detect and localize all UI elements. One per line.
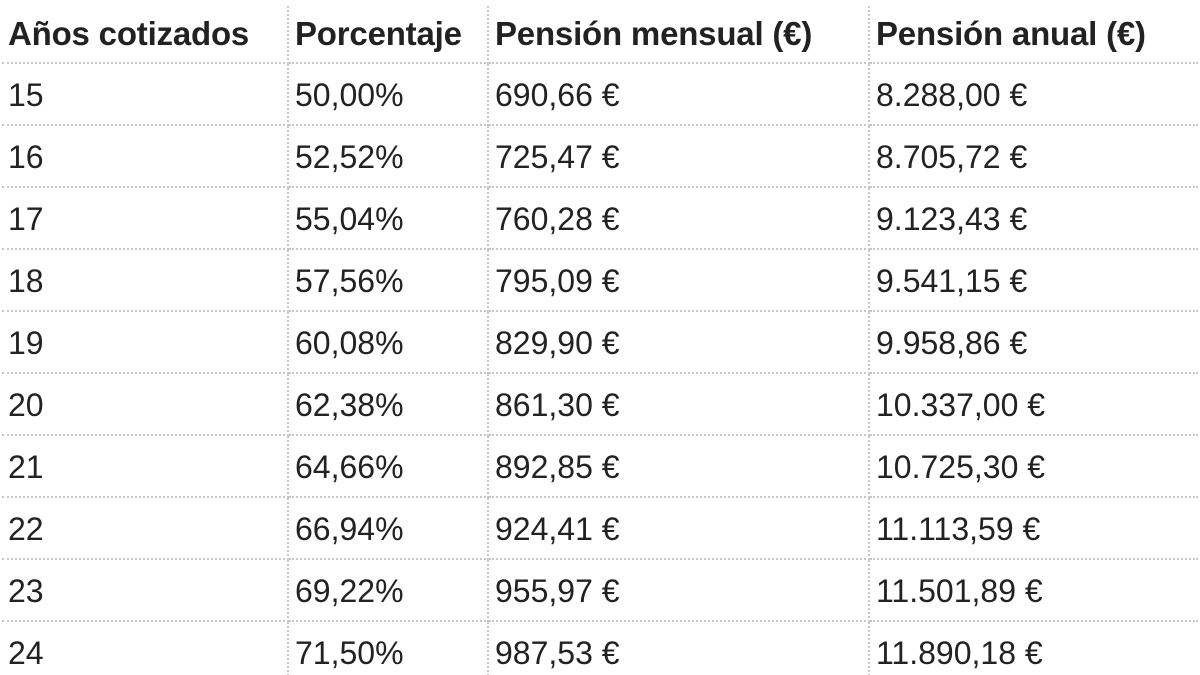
table-row: 16 52,52% 725,47 € 8.705,72 € bbox=[2, 124, 1198, 188]
cell-pension-mensual: 829,90 € bbox=[487, 310, 870, 374]
cell-anos: 15 bbox=[2, 62, 289, 126]
table-row: 20 62,38% 861,30 € 10.337,00 € bbox=[2, 372, 1198, 436]
column-header-pension-mensual: Pensión mensual (€) bbox=[487, 6, 870, 64]
cell-pension-anual: 10.337,00 € bbox=[868, 372, 1198, 436]
column-header-pension-anual: Pensión anual (€) bbox=[868, 6, 1198, 64]
cell-pension-mensual: 924,41 € bbox=[487, 496, 870, 560]
cell-anos: 21 bbox=[2, 434, 289, 498]
table-row: 23 69,22% 955,97 € 11.501,89 € bbox=[2, 558, 1198, 622]
cell-pension-anual: 11.501,89 € bbox=[868, 558, 1198, 622]
cell-pension-anual: 9.541,15 € bbox=[868, 248, 1198, 312]
table-row: 18 57,56% 795,09 € 9.541,15 € bbox=[2, 248, 1198, 312]
cell-pension-anual: 8.288,00 € bbox=[868, 62, 1198, 126]
table-row: 15 50,00% 690,66 € 8.288,00 € bbox=[2, 62, 1198, 126]
cell-pension-anual: 11.113,59 € bbox=[868, 496, 1198, 560]
cell-porcentaje: 71,50% bbox=[287, 620, 489, 675]
cell-pension-mensual: 892,85 € bbox=[487, 434, 870, 498]
cell-pension-anual: 10.725,30 € bbox=[868, 434, 1198, 498]
cell-anos: 16 bbox=[2, 124, 289, 188]
table-row: 22 66,94% 924,41 € 11.113,59 € bbox=[2, 496, 1198, 560]
cell-anos: 17 bbox=[2, 186, 289, 250]
cell-pension-mensual: 725,47 € bbox=[487, 124, 870, 188]
cell-pension-mensual: 795,09 € bbox=[487, 248, 870, 312]
cell-pension-anual: 9.123,43 € bbox=[868, 186, 1198, 250]
cell-pension-anual: 8.705,72 € bbox=[868, 124, 1198, 188]
cell-porcentaje: 69,22% bbox=[287, 558, 489, 622]
table-row: 17 55,04% 760,28 € 9.123,43 € bbox=[2, 186, 1198, 250]
cell-porcentaje: 57,56% bbox=[287, 248, 489, 312]
cell-porcentaje: 62,38% bbox=[287, 372, 489, 436]
header-row: Años cotizados Porcentaje Pensión mensua… bbox=[2, 6, 1198, 64]
cell-pension-mensual: 955,97 € bbox=[487, 558, 870, 622]
column-header-anos-cotizados: Años cotizados bbox=[2, 6, 289, 64]
cell-porcentaje: 55,04% bbox=[287, 186, 489, 250]
table-row: 19 60,08% 829,90 € 9.958,86 € bbox=[2, 310, 1198, 374]
cell-porcentaje: 66,94% bbox=[287, 496, 489, 560]
cell-porcentaje: 52,52% bbox=[287, 124, 489, 188]
cell-anos: 20 bbox=[2, 372, 289, 436]
table-row: 24 71,50% 987,53 € 11.890,18 € bbox=[2, 620, 1198, 675]
column-header-porcentaje: Porcentaje bbox=[287, 6, 489, 64]
cell-porcentaje: 50,00% bbox=[287, 62, 489, 126]
cell-anos: 24 bbox=[2, 620, 289, 675]
cell-porcentaje: 64,66% bbox=[287, 434, 489, 498]
cell-anos: 23 bbox=[2, 558, 289, 622]
cell-anos: 22 bbox=[2, 496, 289, 560]
cell-pension-mensual: 690,66 € bbox=[487, 62, 870, 126]
table-row: 21 64,66% 892,85 € 10.725,30 € bbox=[2, 434, 1198, 498]
cell-pension-mensual: 987,53 € bbox=[487, 620, 870, 675]
cell-pension-mensual: 760,28 € bbox=[487, 186, 870, 250]
cell-pension-mensual: 861,30 € bbox=[487, 372, 870, 436]
cell-pension-anual: 9.958,86 € bbox=[868, 310, 1198, 374]
cell-porcentaje: 60,08% bbox=[287, 310, 489, 374]
cell-pension-anual: 11.890,18 € bbox=[868, 620, 1198, 675]
cell-anos: 19 bbox=[2, 310, 289, 374]
cell-anos: 18 bbox=[2, 248, 289, 312]
pension-table: Años cotizados Porcentaje Pensión mensua… bbox=[2, 6, 1198, 675]
